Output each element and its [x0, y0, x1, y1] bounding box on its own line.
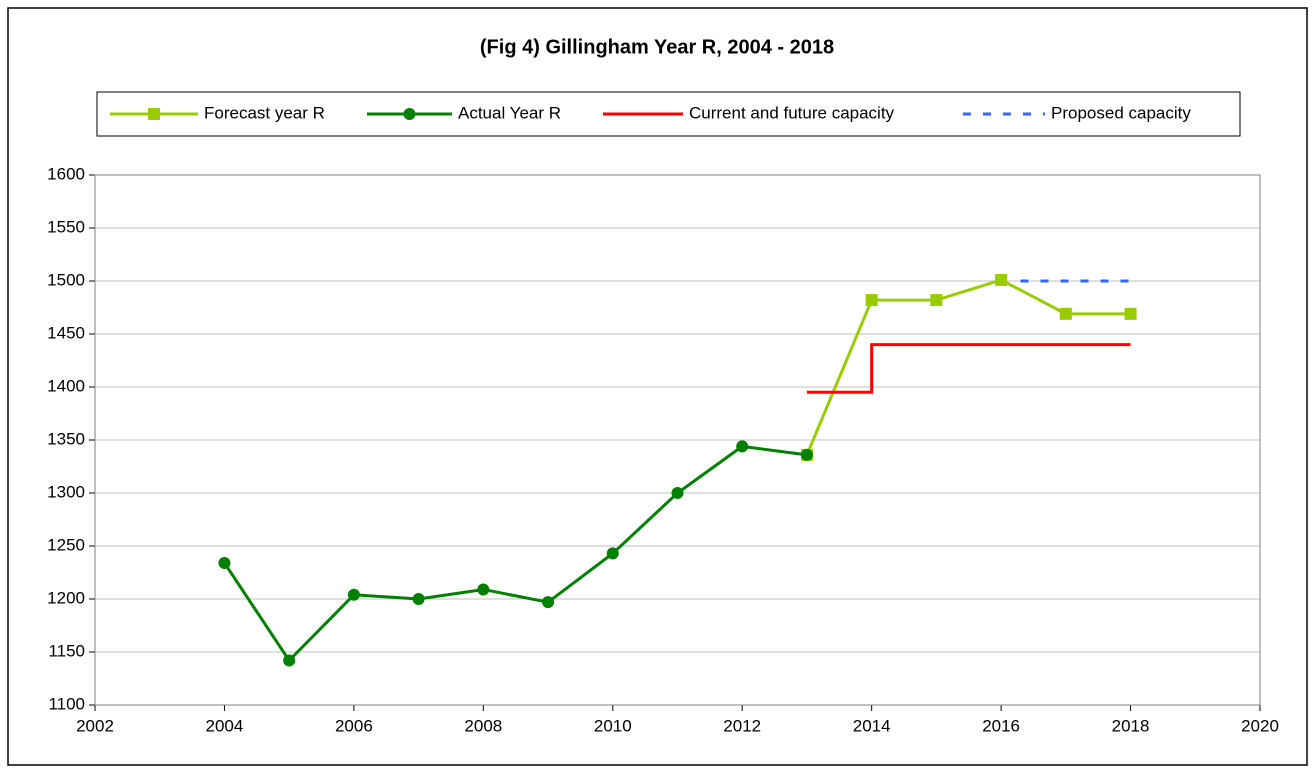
- series-line: [805, 278, 1131, 456]
- legend-label: Forecast year R: [204, 103, 325, 122]
- marker: [736, 440, 749, 453]
- legend-marker: [403, 108, 416, 120]
- marker: [800, 448, 813, 461]
- marker: [412, 593, 425, 605]
- x-tick-label: 2016: [982, 716, 1020, 735]
- marker: [542, 596, 555, 609]
- marker: [865, 294, 878, 307]
- y-tick-label: 1400: [47, 376, 85, 395]
- marker: [606, 547, 619, 560]
- y-tick-label: 1300: [47, 482, 85, 501]
- x-tick-label: 2006: [335, 716, 373, 735]
- legend-label: Proposed capacity: [1051, 103, 1191, 122]
- legend-marker: [148, 108, 160, 120]
- marker: [1059, 307, 1072, 320]
- x-tick-label: 2008: [464, 716, 502, 735]
- y-tick-label: 1500: [47, 270, 85, 289]
- y-tick-label: 1600: [47, 164, 85, 183]
- marker: [930, 294, 943, 307]
- y-tick-label: 1450: [47, 323, 85, 342]
- marker: [218, 556, 231, 569]
- marker: [671, 487, 684, 499]
- marker: [995, 273, 1008, 286]
- x-tick-label: 2012: [723, 716, 761, 735]
- y-tick-label: 1200: [47, 588, 85, 607]
- marker: [1124, 307, 1137, 320]
- x-tick-label: 2002: [76, 716, 114, 735]
- series-line: [223, 444, 808, 663]
- y-tick-label: 1250: [47, 535, 85, 554]
- y-tick-label: 1350: [47, 429, 85, 448]
- x-tick-label: 2020: [1241, 716, 1279, 735]
- y-tick-label: 1100: [48, 694, 85, 713]
- plot-frame: [94, 174, 1261, 706]
- marker: [477, 583, 490, 596]
- legend-label: Actual Year R: [458, 103, 561, 122]
- y-tick-label: 1550: [47, 217, 85, 236]
- y-tick-label: 1150: [48, 641, 85, 660]
- x-tick-label: 2018: [1112, 716, 1150, 735]
- x-tick-label: 2004: [206, 716, 244, 735]
- marker: [283, 654, 296, 667]
- marker: [347, 588, 360, 601]
- series-line: [806, 343, 1131, 394]
- chart-title: (Fig 4) Gillingham Year R, 2004 - 2018: [480, 36, 834, 58]
- legend-label: Current and future capacity: [689, 103, 895, 122]
- x-tick-label: 2010: [594, 716, 632, 735]
- x-tick-label: 2014: [853, 716, 891, 735]
